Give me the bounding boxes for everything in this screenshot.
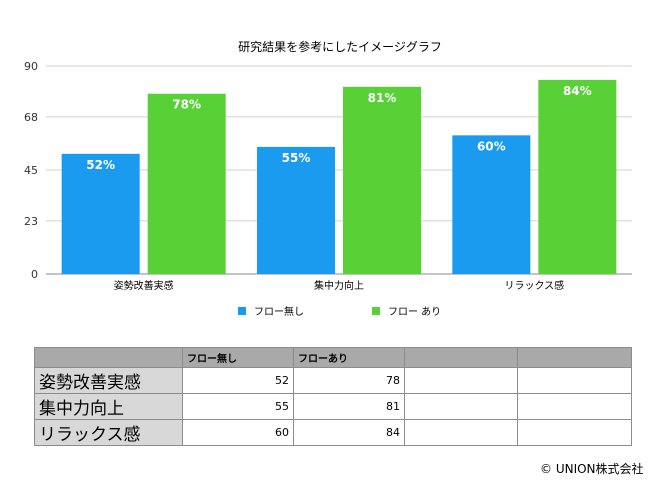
data-label: 81%	[368, 91, 397, 105]
row-label: 姿勢改善実感	[34, 367, 183, 394]
bar	[538, 79, 617, 274]
legend-label: フロー あり	[388, 306, 441, 318]
copyright-text: © UNION株式会社	[540, 462, 644, 476]
data-label: 52%	[86, 158, 115, 172]
category-label: 姿勢改善実感	[114, 279, 174, 292]
category-label: 集中力向上	[314, 279, 364, 292]
table-header-cell: フロー無し	[182, 347, 294, 368]
table-row: 姿勢改善実感 52 78	[34, 367, 632, 394]
bar-chart: 研究結果を参考にしたイメージグラフ 0 23 45 68 90 52% 78% 55% 81%…	[24, 39, 632, 318]
table-cell	[404, 367, 518, 394]
bar	[452, 135, 531, 274]
y-tick-label: 0	[31, 268, 38, 281]
table-header-cell	[34, 347, 183, 368]
y-axis-ticks: 0 23 45 68 90	[24, 60, 38, 281]
bar	[257, 146, 335, 274]
category-labels: 姿勢改善実感 集中力向上 リラックス感	[114, 279, 565, 292]
legend-swatch	[238, 307, 246, 315]
legend-swatch	[372, 307, 380, 315]
data-label: 84%	[563, 84, 592, 98]
y-tick-label: 23	[24, 215, 38, 228]
table-cell: 84	[293, 419, 405, 446]
legend-label: フロー無し	[254, 305, 304, 318]
y-tick-label: 68	[24, 111, 38, 124]
table-row: 集中力向上 55 81	[34, 393, 632, 420]
data-label: 60%	[477, 139, 506, 153]
table-cell: 78	[293, 367, 405, 394]
table-cell	[404, 419, 518, 446]
table-cell	[404, 393, 518, 420]
table-header-cell	[404, 347, 518, 368]
legend: フロー無し フロー あり	[238, 305, 441, 318]
y-tick-label: 90	[24, 60, 38, 73]
table-row: リラックス感 60 84	[34, 419, 632, 446]
chart-title: 研究結果を参考にしたイメージグラフ	[238, 39, 442, 54]
bar	[147, 93, 226, 274]
row-label: 集中力向上	[34, 393, 183, 420]
y-tick-label: 45	[24, 164, 38, 177]
table-cell: 55	[182, 393, 294, 420]
table-header-cell	[517, 347, 632, 368]
table-cell: 60	[182, 419, 294, 446]
table-header-row: フロー無し フローあり	[34, 347, 632, 368]
bars: 52% 78% 55% 81% 60% 84%	[61, 79, 617, 274]
row-label: リラックス感	[34, 419, 183, 446]
category-label: リラックス感	[504, 279, 564, 292]
bar	[61, 153, 140, 274]
data-label: 55%	[282, 151, 311, 165]
grid-lines	[46, 65, 632, 275]
table-cell	[517, 367, 632, 394]
table-cell: 52	[182, 367, 294, 394]
table-header-cell: フローあり	[293, 347, 405, 368]
bar	[343, 86, 421, 274]
data-table: フロー無し フローあり 姿勢改善実感 52 78 集中力向上 55 81 リラッ…	[34, 347, 632, 446]
data-label: 78%	[172, 98, 201, 112]
table-cell	[517, 419, 632, 446]
table-cell	[517, 393, 632, 420]
table-cell: 81	[293, 393, 405, 420]
